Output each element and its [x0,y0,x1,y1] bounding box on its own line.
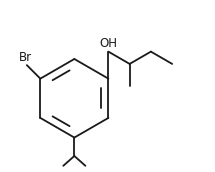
Text: OH: OH [99,37,117,50]
Text: Br: Br [19,51,32,64]
